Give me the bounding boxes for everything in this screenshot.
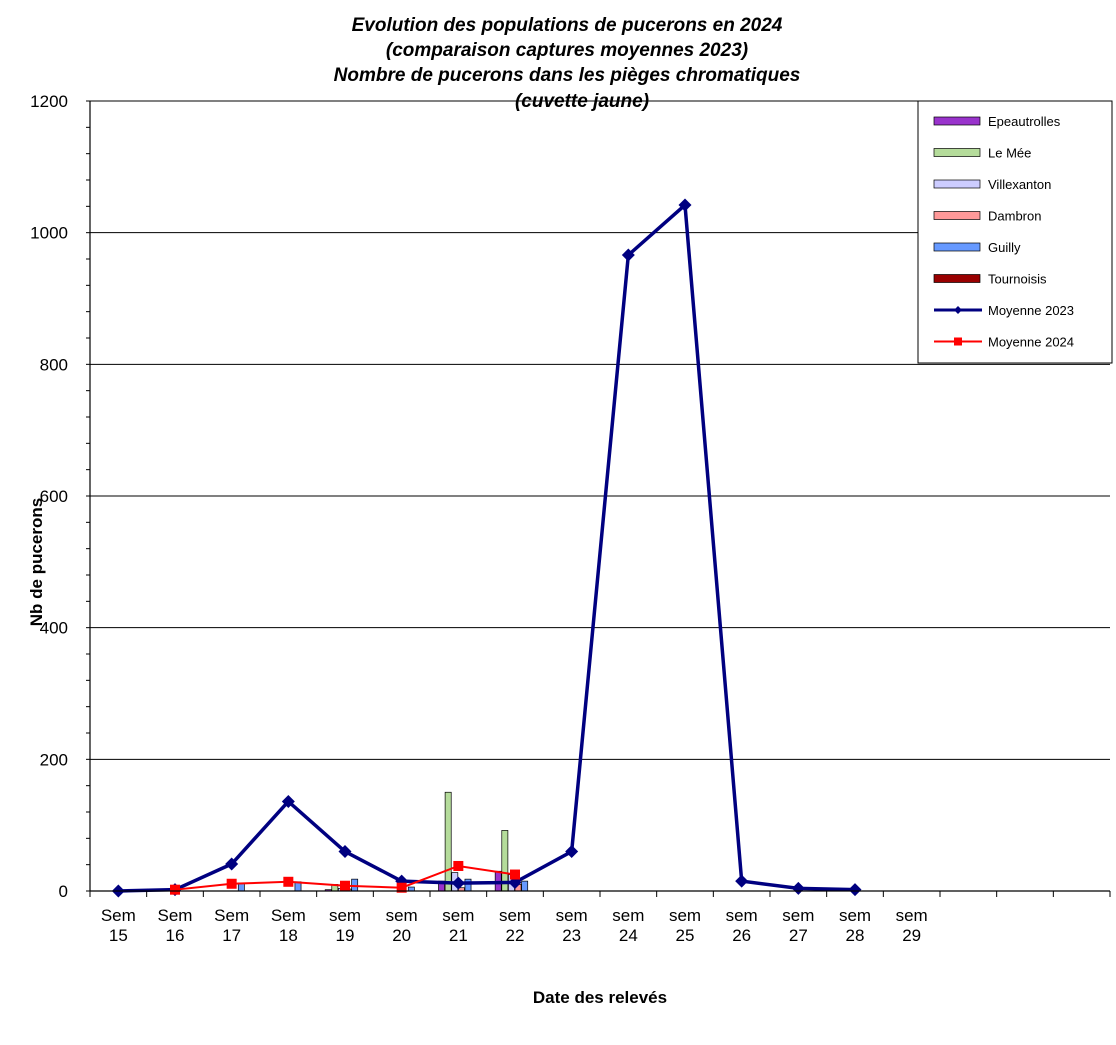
legend-swatch-dambron bbox=[933, 211, 981, 220]
point-moyenne-2024 bbox=[510, 869, 520, 880]
title-line: Evolution des populations de pucerons en… bbox=[352, 15, 783, 36]
x-tick-label: Sem bbox=[214, 906, 249, 925]
point-moyenne-2023 bbox=[735, 874, 749, 888]
lines-layer bbox=[111, 198, 862, 898]
y-tick-labels: 0 200 400 600 800 1000 1200 bbox=[30, 92, 68, 901]
point-moyenne-2023 bbox=[225, 857, 239, 871]
bar-le-m-e bbox=[444, 791, 452, 892]
point-moyenne-2023 bbox=[848, 883, 862, 897]
chart-title: Evolution des populations de pucerons en… bbox=[334, 15, 801, 112]
x-tick-label: 28 bbox=[846, 926, 865, 945]
legend-label-dambron: Dambron bbox=[988, 209, 1041, 224]
x-tick-label: 16 bbox=[166, 926, 185, 945]
point-moyenne-2024 bbox=[226, 878, 237, 889]
x-tick-label: Sem bbox=[101, 906, 136, 925]
x-tick-label: sem bbox=[499, 906, 531, 925]
legend-marker-moyenne-2024 bbox=[954, 337, 962, 346]
y-tick-label: 400 bbox=[40, 619, 68, 638]
x-tick-label: 29 bbox=[902, 926, 921, 945]
x-tick-label: sem bbox=[896, 906, 928, 925]
axes bbox=[86, 100, 1111, 897]
y-tick-label: 1000 bbox=[30, 224, 68, 243]
point-moyenne-2024 bbox=[453, 860, 464, 871]
legend-label-guilly: Guilly bbox=[988, 240, 1021, 255]
y-tick-label: 200 bbox=[40, 750, 68, 769]
legend-label-le-m-e: Le Mée bbox=[988, 146, 1031, 161]
x-tick-label: 26 bbox=[732, 926, 751, 945]
y-axis-label: Nb de pucerons bbox=[27, 498, 46, 626]
legend-swatch-villexanton bbox=[933, 179, 981, 189]
point-moyenne-2023 bbox=[338, 845, 352, 858]
bar-guilly bbox=[521, 880, 529, 892]
legend-swatch-le-m-e bbox=[933, 148, 981, 157]
point-moyenne-2023 bbox=[678, 198, 692, 212]
x-tick-label: sem bbox=[556, 906, 588, 925]
point-moyenne-2024 bbox=[170, 884, 180, 895]
y-tick-label: 800 bbox=[40, 355, 68, 374]
x-tick-label: sem bbox=[839, 906, 871, 925]
x-tick-label: sem bbox=[669, 906, 701, 925]
legend-label-moyenne-2023: Moyenne 2023 bbox=[988, 303, 1074, 318]
x-tick-label: sem bbox=[386, 906, 418, 925]
x-tick-label: 23 bbox=[562, 926, 581, 945]
legend-label-epeautrolles: Epeautrolles bbox=[988, 114, 1061, 129]
x-tick-label: 22 bbox=[506, 926, 525, 945]
x-tick-label: Sem bbox=[271, 906, 306, 925]
x-tick-label: 27 bbox=[789, 926, 808, 945]
y-tick-label: 1200 bbox=[30, 92, 68, 111]
x-tick-label: 15 bbox=[109, 926, 128, 945]
title-line: (cuvette jaune) bbox=[515, 91, 649, 112]
title-line: (comparaison captures moyennes 2023) bbox=[386, 40, 748, 61]
legend-swatch-epeautrolles bbox=[933, 116, 981, 126]
x-axis-label: Date des relevés bbox=[533, 988, 667, 1007]
x-tick-label: 17 bbox=[222, 926, 241, 945]
point-moyenne-2023 bbox=[791, 881, 805, 895]
title-line: Nombre de pucerons dans les pièges chrom… bbox=[334, 65, 801, 86]
legend-swatch-tournoisis bbox=[933, 274, 981, 283]
x-tick-label: sem bbox=[782, 906, 814, 925]
point-moyenne-2023 bbox=[281, 794, 295, 808]
legend: Epeautrolles Le Mée Villexanton Dambron Guil… bbox=[917, 100, 1113, 364]
x-tick-label: 20 bbox=[392, 926, 411, 945]
x-tick-label: 18 bbox=[279, 926, 298, 945]
legend-label-tournoisis: Tournoisis bbox=[988, 272, 1047, 287]
x-tick-label: 21 bbox=[449, 926, 468, 945]
bar-guilly bbox=[464, 878, 472, 892]
y-tick-label: 0 bbox=[59, 882, 68, 901]
line-moyenne-2023 bbox=[118, 201, 856, 893]
point-moyenne-2023 bbox=[621, 248, 635, 262]
legend-marker-moyenne-2023 bbox=[954, 306, 962, 314]
x-tick-label: 25 bbox=[676, 926, 695, 945]
x-tick-labels: Sem15Sem16Sem17Sem18sem19sem20sem21sem22… bbox=[101, 906, 928, 945]
x-tick-label: sem bbox=[726, 906, 758, 925]
x-tick-label: sem bbox=[442, 906, 474, 925]
x-tick-label: Sem bbox=[158, 906, 193, 925]
y-tick-label: 600 bbox=[40, 487, 68, 506]
x-tick-label: sem bbox=[329, 906, 361, 925]
point-moyenne-2024 bbox=[396, 882, 407, 893]
point-moyenne-2024 bbox=[340, 880, 350, 891]
legend-label-villexanton: Villexanton bbox=[988, 177, 1051, 192]
legend-swatch-guilly bbox=[933, 242, 981, 252]
point-moyenne-2023 bbox=[565, 845, 579, 858]
x-tick-label: 19 bbox=[336, 926, 355, 945]
point-moyenne-2023 bbox=[451, 876, 465, 890]
legend-label-moyenne-2024: Moyenne 2024 bbox=[988, 335, 1074, 350]
point-moyenne-2024 bbox=[283, 876, 294, 887]
legend-box bbox=[917, 100, 1113, 364]
gridlines bbox=[90, 100, 1110, 892]
x-tick-label: sem bbox=[612, 906, 644, 925]
x-tick-label: 24 bbox=[619, 926, 638, 945]
